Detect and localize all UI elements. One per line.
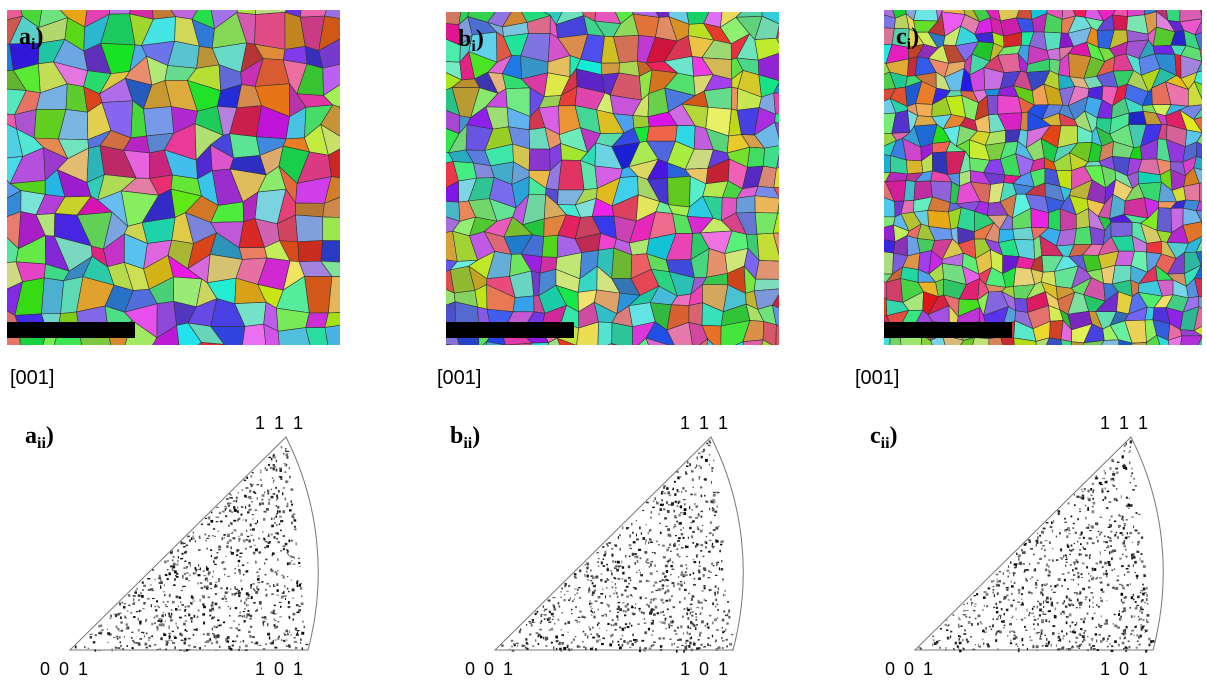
pole-figure <box>913 436 1164 651</box>
corner-label: 0 0 1 <box>40 659 90 679</box>
direction-label: [001] <box>10 367 54 389</box>
label-subscript: ii <box>881 435 890 452</box>
label-close: ) <box>476 26 484 52</box>
label-letter: b <box>450 423 463 449</box>
direction-label: [001] <box>855 367 899 389</box>
label-subscript: i <box>907 36 912 53</box>
scale-bar <box>884 322 1012 338</box>
label-subscript: i <box>31 36 36 53</box>
panel-label: ci) <box>896 24 919 53</box>
scale-bar <box>7 322 135 338</box>
label-letter: b <box>458 26 471 52</box>
scale-bar <box>446 322 574 338</box>
pole-density <box>74 446 309 652</box>
corner-label: 0 0 1 <box>465 659 515 679</box>
corner-label: 1 1 1 <box>255 413 305 433</box>
corner-label: 0 0 1 <box>885 659 935 679</box>
panel-label: aii) <box>25 423 54 452</box>
label-close: ) <box>46 423 54 449</box>
panel-label: bi) <box>458 26 484 55</box>
panel-label: bii) <box>450 423 480 452</box>
label-close: ) <box>35 24 43 50</box>
corner-label: 1 1 1 <box>1100 413 1150 433</box>
label-subscript: ii <box>37 435 46 452</box>
label-close: ) <box>472 423 480 449</box>
pole-density <box>918 440 1155 653</box>
label-letter: c <box>870 423 881 449</box>
pole-figure <box>493 436 744 651</box>
panel-label: cii) <box>870 423 898 452</box>
panel-label: ai) <box>19 24 43 53</box>
label-letter: a <box>19 24 31 50</box>
label-close: ) <box>890 423 898 449</box>
label-subscript: i <box>471 38 476 55</box>
orientation-map <box>446 12 779 345</box>
corner-label: 1 1 1 <box>680 413 730 433</box>
pole-figure <box>68 436 319 651</box>
corner-label: 1 0 1 <box>680 659 730 679</box>
label-letter: a <box>25 423 37 449</box>
label-close: ) <box>911 24 919 50</box>
direction-label: [001] <box>437 367 481 389</box>
label-letter: c <box>896 24 907 50</box>
label-subscript: ii <box>463 435 472 452</box>
orientation-map <box>7 10 340 345</box>
pole-density <box>501 440 734 653</box>
corner-label: 1 0 1 <box>1100 659 1150 679</box>
corner-label: 1 0 1 <box>255 659 305 679</box>
orientation-map <box>884 10 1202 345</box>
